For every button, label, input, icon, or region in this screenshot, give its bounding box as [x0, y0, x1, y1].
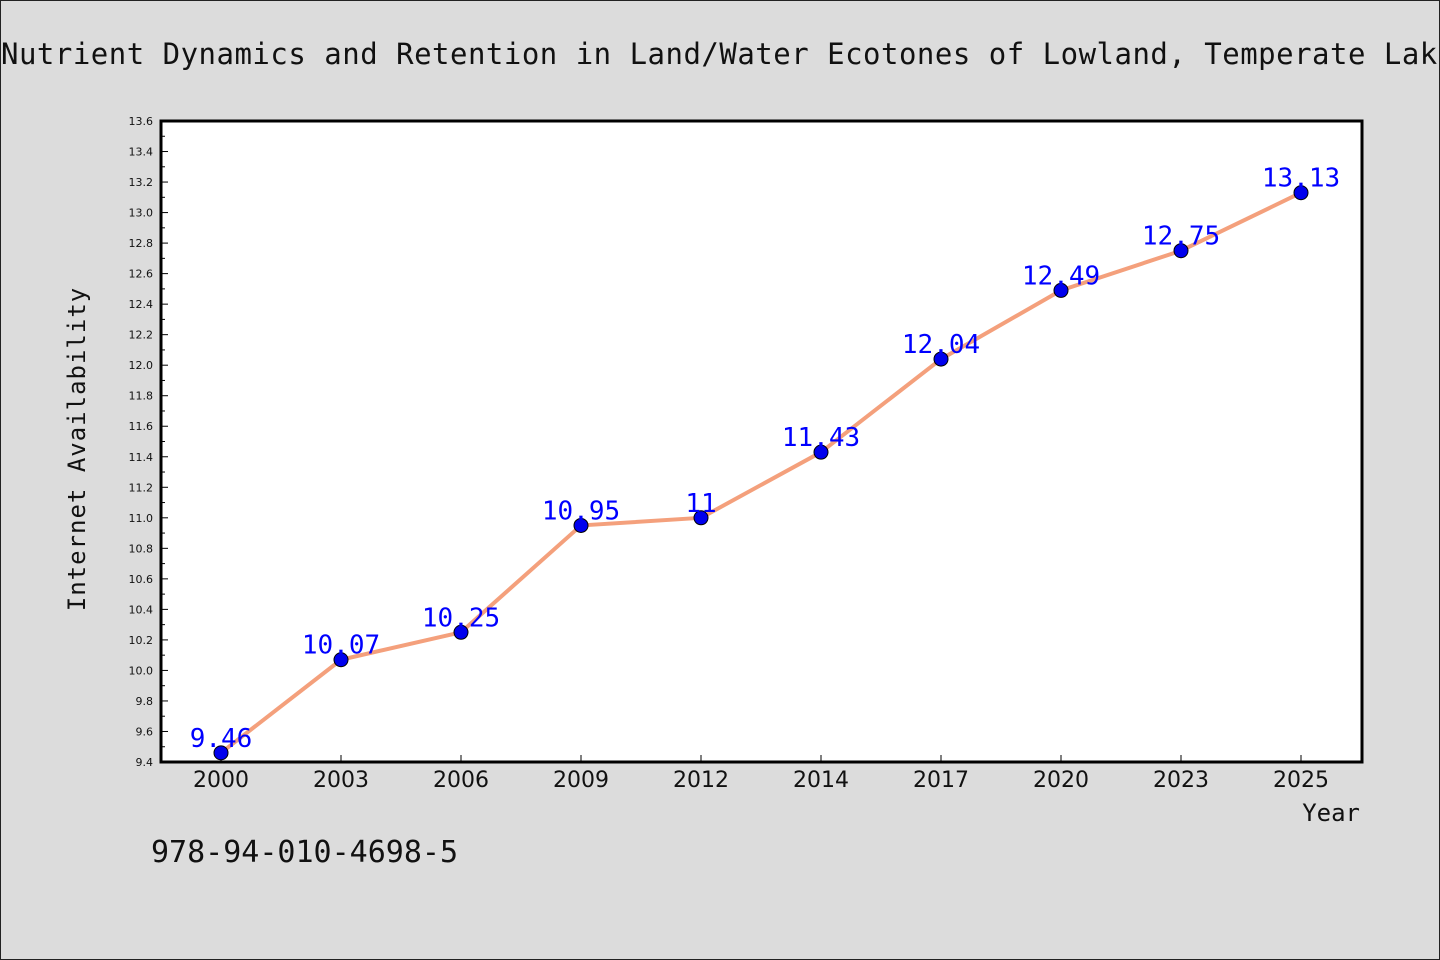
data-label: 12.04 — [902, 330, 980, 360]
y-tick-label: 11.2 — [129, 481, 154, 494]
data-label: 10.07 — [302, 631, 380, 661]
footer-code: 978-94-010-4698-5 — [151, 835, 459, 870]
data-label: 11.43 — [782, 423, 860, 453]
y-tick-label: 10.4 — [129, 603, 154, 616]
data-point — [1053, 282, 1069, 298]
x-tick-label: 2000 — [193, 768, 249, 793]
y-tick-label: 9.6 — [136, 725, 154, 738]
x-tick-label: 2014 — [793, 768, 849, 793]
data-point — [1293, 185, 1309, 201]
y-tick-label: 10.6 — [129, 573, 154, 586]
data-label: 10.25 — [422, 603, 500, 633]
x-axis: 2000 2003 2006 2009 2012 2014 2017 2020 2023 2025 — [193, 755, 1329, 793]
y-tick-label: 13.6 — [129, 115, 154, 128]
y-tick-label: 12.0 — [129, 359, 154, 372]
y-tick-label: 13.0 — [129, 207, 154, 220]
data-label: 12.75 — [1142, 222, 1220, 252]
data-label: 11 — [685, 489, 716, 519]
data-point — [333, 652, 349, 668]
y-tick-label: 13.2 — [129, 176, 154, 189]
x-tick-label: 2006 — [433, 768, 489, 793]
x-tick-label: 2003 — [313, 768, 369, 793]
y-tick-label: 9.4 — [136, 756, 154, 769]
x-tick-label: 2020 — [1033, 768, 1089, 793]
x-tick-label: 2025 — [1273, 768, 1329, 793]
data-point — [573, 517, 589, 533]
y-axis: 9.4 9.6 9.8 10.0 10.2 10.4 10.6 10.8 11.0 11.2 11.… — [129, 115, 168, 769]
x-tick-label: 2017 — [913, 768, 969, 793]
data-point — [933, 351, 949, 367]
y-tick-label: 12.8 — [129, 237, 154, 250]
data-point — [1173, 243, 1189, 259]
series-line — [219, 190, 1302, 755]
chart-title: Nutrient Dynamics and Retention in Land/… — [1, 37, 1439, 71]
y-tick-label: 10.2 — [129, 634, 154, 647]
data-point — [813, 444, 829, 460]
data-label: 13.13 — [1262, 164, 1340, 194]
x-tick-label: 2023 — [1153, 768, 1209, 793]
data-label: 10.95 — [542, 496, 620, 526]
y-tick-label: 11.4 — [129, 451, 154, 464]
x-tick-label: 2012 — [673, 768, 729, 793]
y-tick-label: 9.8 — [136, 695, 154, 708]
y-tick-label: 10.8 — [129, 542, 154, 555]
data-label: 12.49 — [1022, 261, 1100, 291]
y-tick-label: 12.6 — [129, 268, 154, 281]
data-point — [213, 745, 229, 761]
data-point — [693, 510, 709, 526]
y-tick-label: 12.2 — [129, 329, 154, 342]
data-point — [453, 624, 469, 640]
y-tick-label: 10.0 — [129, 664, 154, 677]
y-tick-label: 11.6 — [129, 420, 154, 433]
data-label: 9.46 — [190, 724, 253, 754]
x-tick-label: 2009 — [553, 768, 609, 793]
x-axis-label: Year — [1302, 799, 1360, 827]
data-series: 9.46 10.07 10.25 10.95 11 11.43 12.04 12.49 12.7… — [190, 164, 1340, 761]
y-tick-label: 13.4 — [129, 146, 154, 159]
y-axis-label: Internet Availability — [63, 287, 91, 611]
y-tick-label: 11.0 — [129, 512, 154, 525]
y-tick-label: 12.4 — [129, 298, 154, 311]
y-tick-label: 11.8 — [129, 390, 154, 403]
